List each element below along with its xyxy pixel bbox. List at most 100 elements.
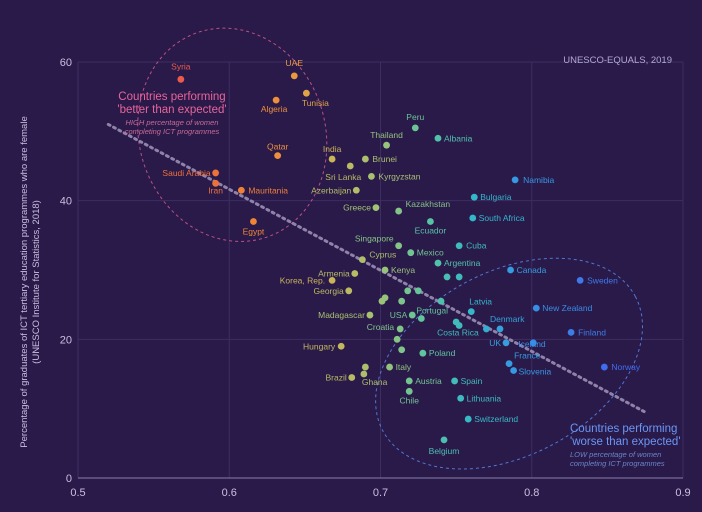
point-new-zealand <box>532 304 540 312</box>
y-tick-label: 60 <box>60 57 72 69</box>
label-croatia: Croatia <box>367 322 395 332</box>
label-slovenia: Slovenia <box>519 367 552 377</box>
point-unlabeled <box>404 287 412 295</box>
label-singapore: Singapore <box>355 234 394 244</box>
label-finland: Finland <box>578 327 606 337</box>
label-georgia: Georgia <box>313 286 344 296</box>
label-austria: Austria <box>415 376 442 386</box>
label-brunei: Brunei <box>372 154 397 164</box>
worse-title-line2: 'worse than expected' <box>570 436 681 448</box>
label-saudi-arabia: Saudi Arabia <box>162 168 210 178</box>
label-iran: Iran <box>208 185 223 195</box>
point-madagascar <box>366 311 374 319</box>
worse-sub-line1: LOW percentage of women <box>570 450 661 459</box>
x-tick-label: 0.8 <box>524 487 539 499</box>
label-qatar: Qatar <box>267 142 288 152</box>
point-lithuania <box>457 394 465 402</box>
point-brazil <box>348 374 356 381</box>
label-albania: Albania <box>444 133 473 143</box>
worse-sub-line2: completing ICT programmes <box>570 459 665 468</box>
label-kyrgyzstan: Kyrgyzstan <box>378 171 420 181</box>
point-armenia <box>351 270 359 277</box>
label-armenia: Armenia <box>318 268 350 278</box>
point-unlabeled <box>452 318 460 326</box>
y-axis-label-line2: (UNESCO Institute for Statistics, 2018) <box>31 200 42 364</box>
point-peru <box>411 124 419 132</box>
label-lithuania: Lithuania <box>467 393 502 403</box>
point-hungary <box>337 342 345 350</box>
source-credit: UNESCO-EQUALS, 2019 <box>563 55 672 66</box>
point-unlabeled <box>414 287 422 295</box>
label-usa: USA <box>390 310 408 320</box>
label-ghana: Ghana <box>362 377 388 387</box>
label-south-africa: South Africa <box>479 213 525 223</box>
point-chile <box>405 387 413 395</box>
label-chile: Chile <box>400 395 420 405</box>
label-peru: Peru <box>406 112 424 122</box>
point-south-africa <box>469 214 477 222</box>
point-egypt <box>250 218 257 225</box>
y-tick-label: 20 <box>60 334 72 346</box>
label-italy: Italy <box>396 362 412 372</box>
point-sri-lanka <box>346 162 354 170</box>
point-norway <box>600 363 608 371</box>
y-tick-label: 40 <box>60 196 72 208</box>
point-portugal <box>417 315 425 322</box>
annotation-worse: Countries performing 'worse than expecte… <box>570 423 681 468</box>
label-iceland: Iceland <box>518 339 546 349</box>
point-ghana <box>360 370 368 378</box>
better-sub-line1: HIGH percentage of women <box>126 118 219 127</box>
point-georgia <box>345 287 353 295</box>
label-denmark: Denmark <box>490 314 525 324</box>
label-brazil: Brazil <box>325 372 346 382</box>
label-bulgaria: Bulgaria <box>480 192 511 202</box>
label-greece: Greece <box>343 203 371 213</box>
better-title-line2: 'better than expected' <box>117 104 226 116</box>
point-mauritania <box>237 186 245 194</box>
label-mexico: Mexico <box>417 248 444 258</box>
label-argentina: Argentina <box>444 258 481 268</box>
label-uk: UK <box>489 338 501 348</box>
point-argentina <box>434 259 442 267</box>
label-kazakhstan: Kazakhstan <box>406 199 451 209</box>
point-belgium <box>440 436 448 444</box>
point-saudi-arabia <box>212 169 220 177</box>
point-bulgaria <box>470 193 478 201</box>
point-unlabeled <box>437 297 445 305</box>
point-unlabeled <box>398 297 406 305</box>
label-india: India <box>323 144 342 154</box>
worse-ellipse <box>375 257 644 470</box>
trend-line <box>106 122 647 414</box>
label-latvia: Latvia <box>469 297 492 307</box>
point-algeria <box>272 96 280 104</box>
point-unlabeled <box>443 273 451 281</box>
point-mexico <box>407 249 415 257</box>
label-tunisia: Tunisia <box>302 98 329 108</box>
point-denmark <box>496 325 504 333</box>
point-iceland <box>529 339 537 347</box>
point-cuba <box>455 242 463 250</box>
point-syria <box>177 75 185 83</box>
label-switzerland: Switzerland <box>474 414 518 424</box>
label-portugal: Portugal <box>416 306 448 316</box>
label-kenya: Kenya <box>391 265 415 275</box>
label-ecuador: Ecuador <box>415 225 447 235</box>
point-sweden <box>576 277 584 284</box>
label-korea-rep: Korea, Rep. <box>280 275 325 285</box>
label-norway: Norway <box>611 362 641 372</box>
point-italy <box>386 363 393 371</box>
point-ecuador <box>427 218 434 225</box>
label-madagascar: Madagascar <box>318 310 365 320</box>
label-thailand: Thailand <box>370 130 403 140</box>
point-korea-rep <box>328 277 336 284</box>
point-austria <box>405 377 413 385</box>
point-unlabeled <box>482 325 490 333</box>
point-unlabeled <box>361 363 369 371</box>
point-finland <box>567 329 575 336</box>
label-spain: Spain <box>461 376 483 386</box>
point-iran <box>212 179 220 187</box>
point-tunisia <box>302 89 310 97</box>
label-mauritania: Mauritania <box>248 185 288 195</box>
point-croatia <box>396 325 404 333</box>
point-kyrgyzstan <box>368 173 375 180</box>
